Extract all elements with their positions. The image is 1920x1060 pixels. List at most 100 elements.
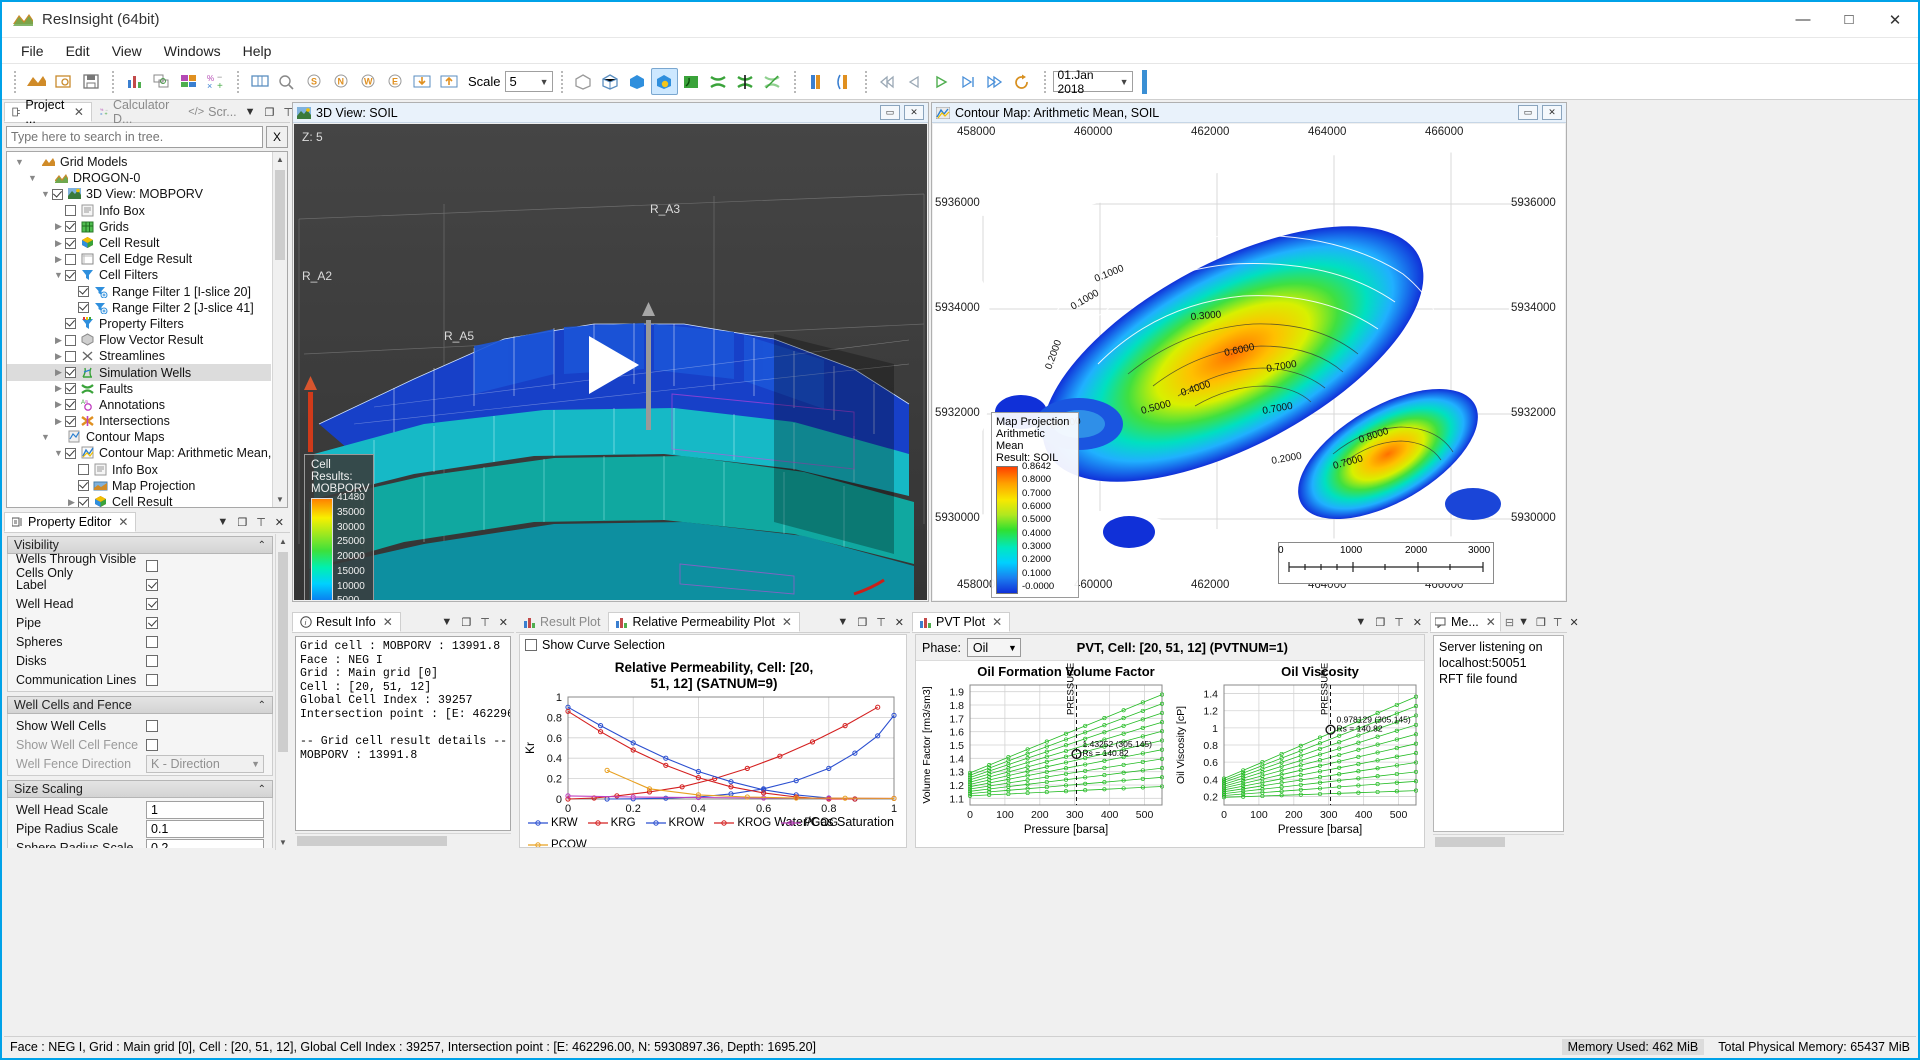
loop-icon[interactable] — [1009, 68, 1036, 95]
tree-item-checkbox[interactable] — [65, 350, 76, 362]
scale-combo[interactable]: 5 ▼ — [504, 71, 553, 92]
tree-item-info-box[interactable]: Info Box — [7, 462, 271, 478]
well-head-checkbox[interactable] — [146, 597, 158, 610]
tree-item-info-box[interactable]: Info Box — [7, 203, 271, 219]
tree-item-grids[interactable]: ▶ Grids — [7, 219, 271, 235]
chevron-down-icon[interactable]: ▼ — [244, 106, 256, 118]
close-icon[interactable]: ✕ — [894, 616, 904, 629]
close-icon[interactable]: ✕ — [781, 615, 792, 629]
tree-item-checkbox[interactable] — [78, 480, 89, 492]
tree-item-streamlines[interactable]: ▶ Streamlines — [7, 348, 271, 364]
spheres-checkbox[interactable] — [146, 635, 158, 648]
south-view-icon[interactable]: S — [300, 68, 327, 95]
result-info-hscroll[interactable] — [295, 833, 511, 848]
tree-item-range-filter-1-i-slice-20[interactable]: Range Filter 1 [I-slice 20] — [7, 284, 271, 300]
menu-file[interactable]: File — [21, 42, 44, 59]
view-3d-canvas[interactable]: Z: 5 R_A3 R_A2 R_A5 Cell Results: MOBPOR… — [294, 124, 927, 600]
link-views-icon[interactable] — [148, 68, 175, 95]
clear-search-button[interactable]: X — [266, 126, 288, 148]
tab-project-tree[interactable]: Project ... ✕ — [4, 98, 92, 126]
tree-item-checkbox[interactable] — [65, 269, 76, 281]
tree-item-checkbox[interactable] — [65, 334, 76, 346]
tree-item-property-filters[interactable]: Property Filters — [7, 316, 271, 332]
resinsight-logo-icon[interactable] — [23, 68, 50, 95]
open-project-icon[interactable] — [50, 68, 77, 95]
menu-help[interactable]: Help — [242, 42, 272, 59]
tree-item-checkbox[interactable] — [65, 205, 76, 217]
chevron-up-icon[interactable]: ⌃ — [257, 539, 266, 551]
sphere-radius-scale-input[interactable]: 0.2 — [146, 838, 264, 848]
menu-windows[interactable]: Windows — [163, 42, 221, 59]
close-icon[interactable]: ✕ — [118, 515, 129, 529]
tree-item-checkbox[interactable] — [65, 415, 76, 427]
menu-view[interactable]: View — [111, 42, 142, 59]
legend-item-krow[interactable]: KROW — [645, 817, 704, 829]
close-icon[interactable]: ✕ — [1569, 616, 1579, 629]
tree-item-cell-edge-result[interactable]: ▶ Cell Edge Result — [7, 251, 271, 267]
property-scrollbar[interactable]: ▲ ▼ — [275, 534, 290, 850]
tree-item-checkbox[interactable] — [52, 188, 63, 200]
close-icon[interactable]: ✕ — [992, 615, 1003, 629]
tree-item-3d-view-mobporv[interactable]: ▼ 3D View: MOBPORV — [7, 186, 271, 202]
tree-item-map-projection[interactable]: Map Projection — [7, 478, 271, 494]
close-icon[interactable]: ✕ — [274, 516, 284, 529]
chevron-down-icon[interactable]: ▼ — [41, 432, 50, 443]
timestep-combo[interactable]: 01.Jan 2018 ▼ — [1052, 68, 1133, 96]
chevron-right-icon[interactable]: ▶ — [55, 415, 62, 426]
tree-item-contour-map-arithmetic-mean-soil[interactable]: ▼ Contour Map: Arithmetic Mean, SOIL — [7, 445, 287, 461]
legend-item-krg[interactable]: KRG — [587, 817, 636, 829]
tree-item-checkbox[interactable] — [65, 253, 76, 265]
pin-icon[interactable]: ⊤ — [876, 616, 886, 629]
well-fence-direction-combo[interactable]: K - Direction ▼ — [146, 754, 264, 773]
chevron-right-icon[interactable]: ▶ — [68, 496, 75, 507]
well-head-scale-input[interactable]: 1 — [146, 800, 264, 819]
tree-item-grid-models[interactable]: ▼ Grid Models — [7, 154, 271, 170]
tree-item-cell-result[interactable]: ▶ Cell Result — [7, 235, 271, 251]
close-icon[interactable]: ✕ — [1485, 615, 1496, 629]
legend-item-pcog[interactable]: PCOG — [781, 817, 838, 829]
split-window-icon[interactable] — [246, 68, 273, 95]
chevron-right-icon[interactable]: ▶ — [55, 367, 62, 378]
tab-result-plot[interactable]: Result Plot — [516, 612, 609, 632]
fault-label-icon[interactable] — [732, 68, 759, 95]
pin-icon[interactable]: ⊤ — [283, 106, 293, 119]
plot-window-icon[interactable] — [121, 68, 148, 95]
chevron-up-icon[interactable]: ⌃ — [257, 699, 266, 711]
tab-result-info[interactable]: i Result Info ✕ — [292, 612, 401, 632]
calculator-icon[interactable]: % − × + — [202, 68, 229, 95]
messages-hscroll[interactable] — [1433, 834, 1564, 849]
scroll-thumb[interactable] — [1435, 837, 1505, 847]
show-well-cells-checkbox[interactable] — [146, 719, 158, 732]
pin-icon[interactable]: ⊤ — [1552, 616, 1563, 629]
scroll-thumb[interactable] — [297, 836, 447, 846]
chevron-down-icon[interactable]: ▼ — [54, 448, 63, 459]
pipe-radius-scale-input[interactable]: 0.1 — [146, 819, 264, 838]
legend-item-pcow[interactable]: PCOW — [528, 839, 587, 847]
tree-item-checkbox[interactable] — [78, 286, 89, 298]
label-checkbox[interactable] — [146, 578, 158, 591]
pin-icon[interactable]: ⊤ — [256, 516, 266, 529]
tree-item-checkbox[interactable] — [65, 237, 76, 249]
close-icon[interactable]: ✕ — [904, 105, 924, 120]
cell-face-icon[interactable] — [570, 68, 597, 95]
fault-icon[interactable] — [705, 68, 732, 95]
communication-lines-checkbox[interactable] — [146, 673, 158, 686]
restore-icon[interactable]: ▭ — [1518, 105, 1538, 120]
tab-script[interactable]: </> Scr... — [180, 102, 245, 122]
last-timestep-icon[interactable] — [982, 68, 1009, 95]
tree-item-checkbox[interactable] — [65, 383, 76, 395]
tree-item-range-filter-2-j-slice-41[interactable]: Range Filter 2 [J-slice 41] — [7, 300, 271, 316]
well-path-icon[interactable] — [678, 68, 705, 95]
chevron-down-icon[interactable]: ▼ — [217, 516, 229, 528]
tree-item-checkbox[interactable] — [78, 302, 89, 314]
property-group-header[interactable]: Visibility ⌃ — [7, 536, 273, 554]
scroll-up-icon[interactable]: ▲ — [276, 155, 284, 164]
cell-box-icon[interactable] — [597, 68, 624, 95]
multi-view-icon[interactable] — [175, 68, 202, 95]
tree-item-drogon-0[interactable]: ▼ DROGON-0 — [7, 170, 271, 186]
menu-edit[interactable]: Edit — [65, 42, 90, 59]
close-icon[interactable]: ✕ — [382, 615, 393, 629]
close-icon[interactable]: ✕ — [1542, 105, 1562, 120]
chevron-right-icon[interactable]: ▶ — [55, 221, 62, 232]
